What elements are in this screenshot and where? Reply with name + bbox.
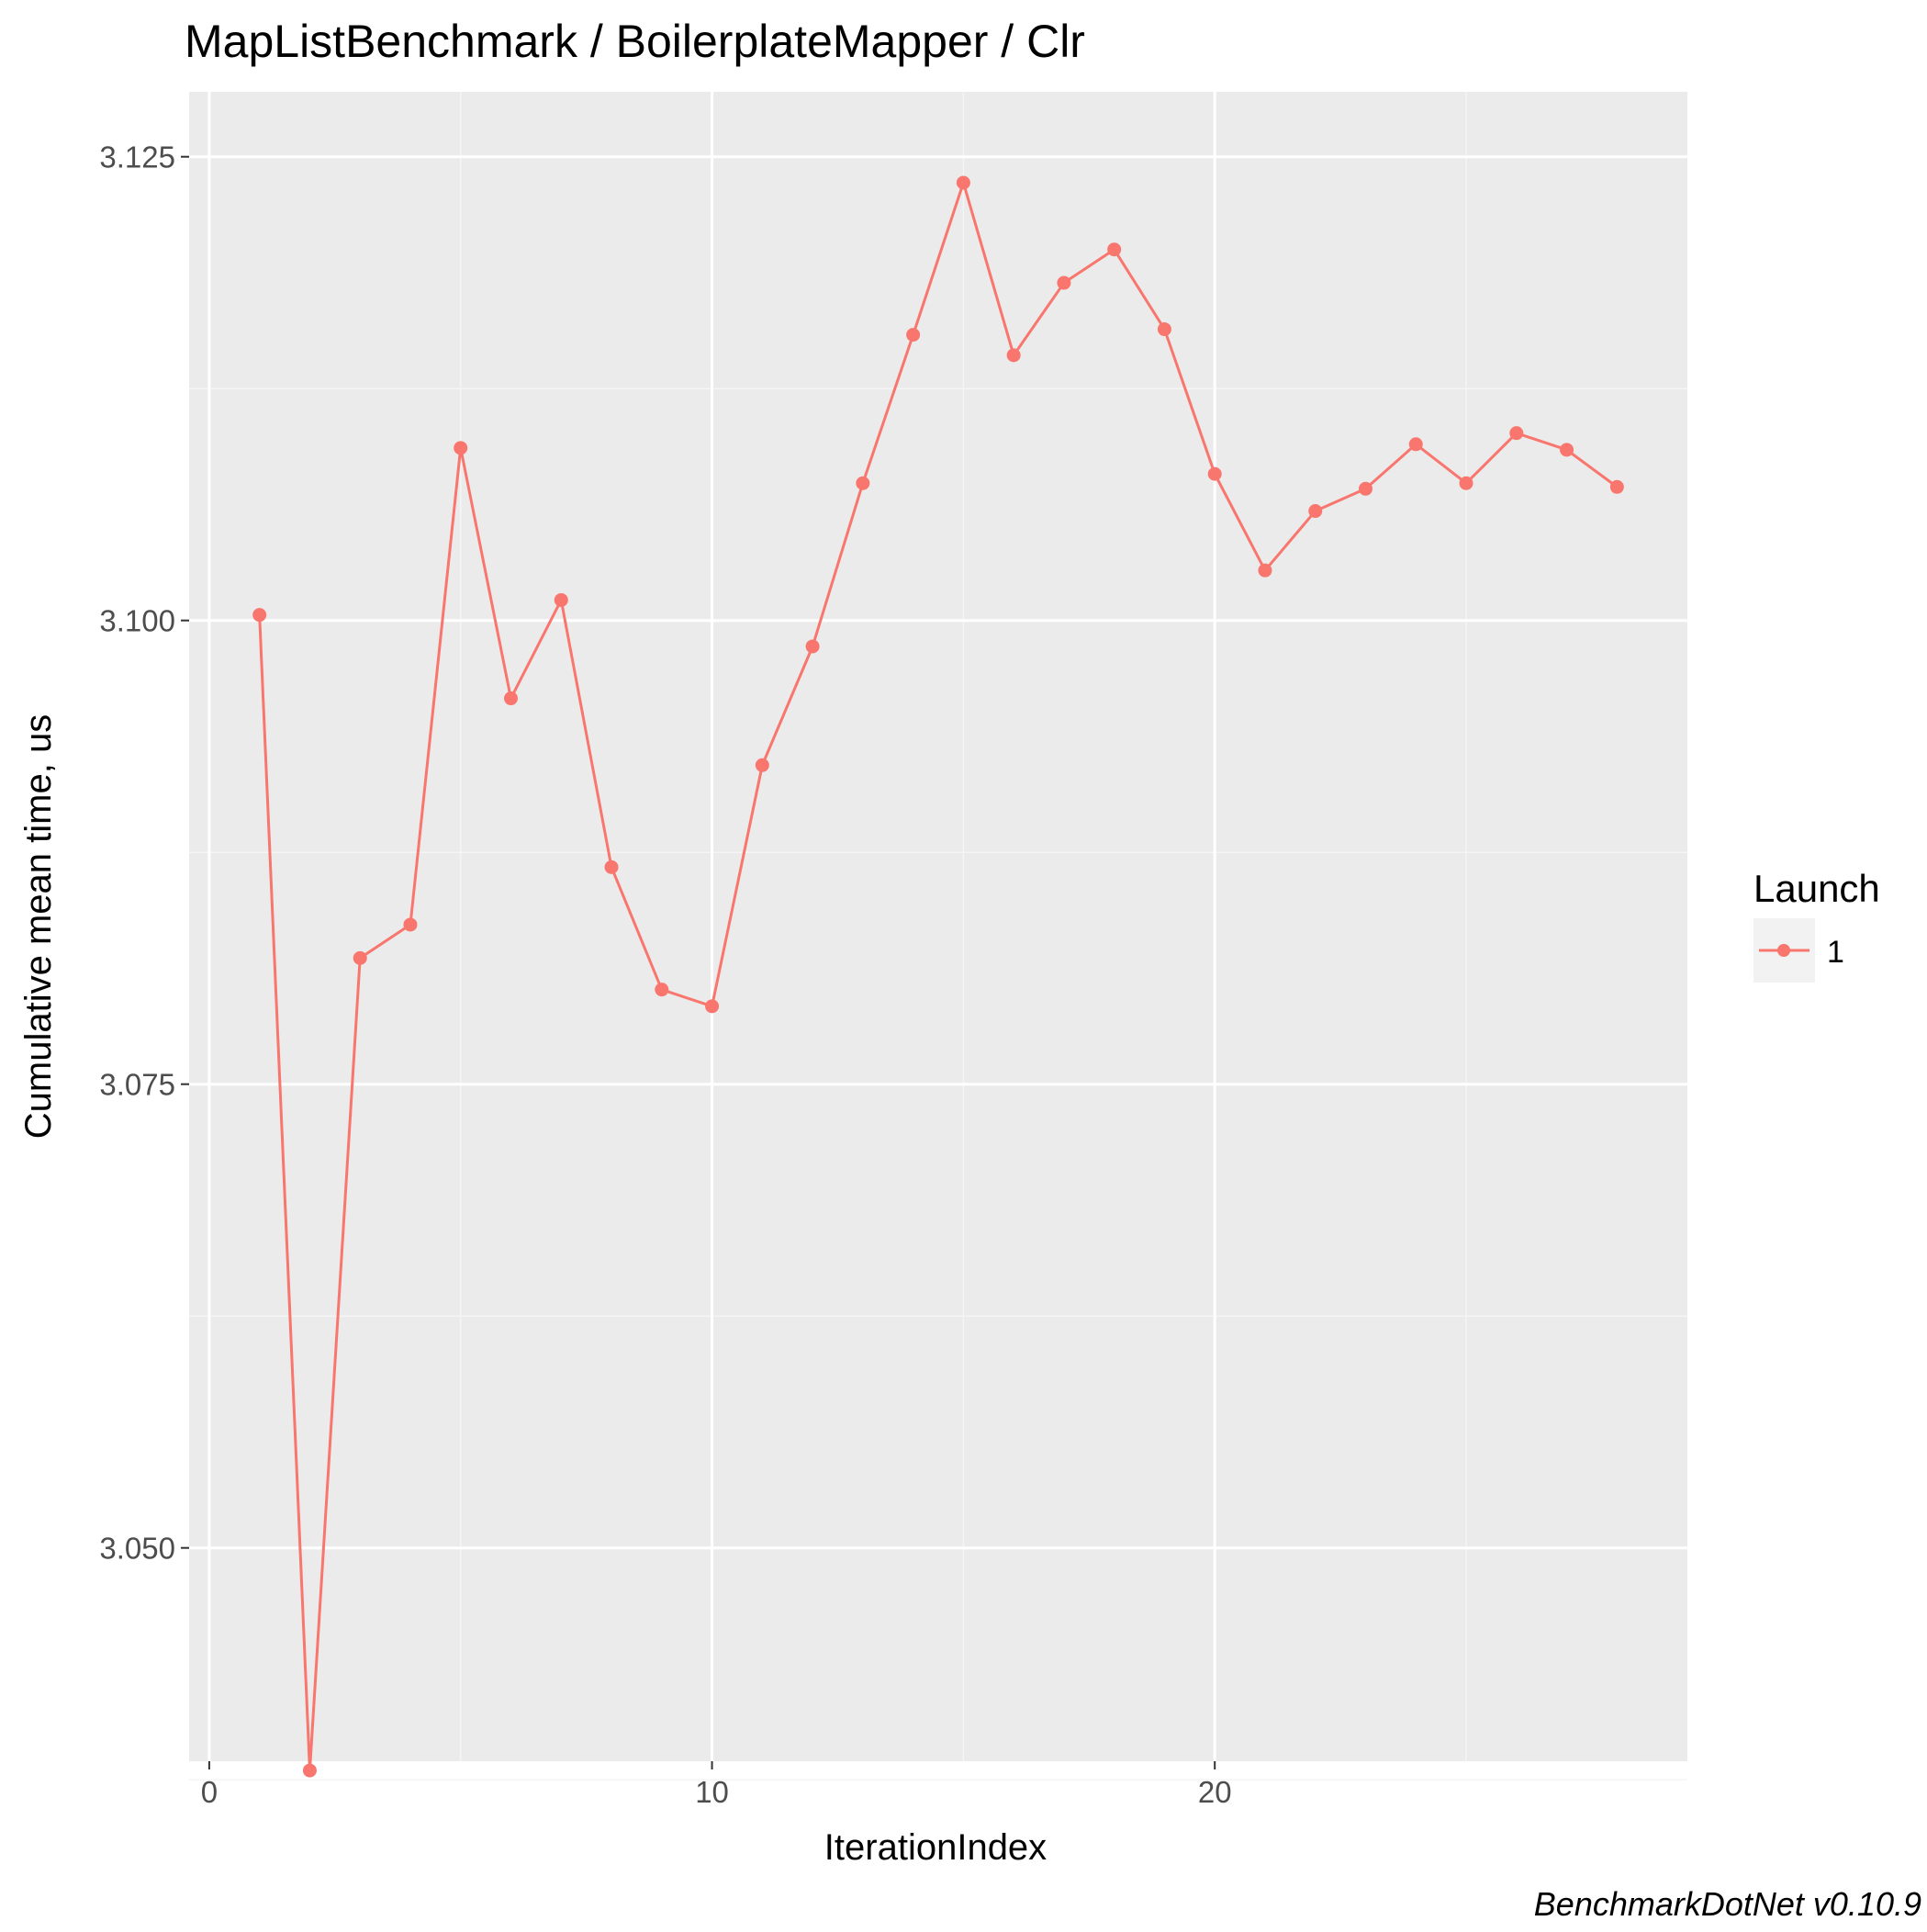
data-point [906, 328, 921, 343]
data-point [1408, 437, 1423, 452]
chart-title: MapListBenchmark / BoilerplateMapper / C… [185, 16, 1085, 67]
data-point [755, 758, 769, 772]
plot-panel [189, 92, 1687, 1761]
data-point [856, 476, 870, 490]
series-layer [252, 175, 1624, 1778]
data-point [1207, 466, 1222, 481]
data-point [705, 999, 720, 1014]
data-point [454, 441, 468, 455]
data-point [403, 917, 418, 932]
x-tick-label: 20 [1198, 1775, 1232, 1809]
legend-entry-label: 1 [1827, 935, 1844, 970]
x-tick-label: 0 [201, 1775, 218, 1809]
major-gridlines [189, 92, 1687, 1761]
legend-key-point [1777, 944, 1790, 957]
caption: BenchmarkDotNet v0.10.9 [1534, 1885, 1921, 1923]
data-point [1459, 476, 1473, 490]
data-point [503, 691, 518, 706]
y-tick-label: 3.050 [99, 1532, 175, 1566]
minor-gridlines [189, 92, 1687, 1780]
data-point [1308, 504, 1323, 519]
data-point [1006, 348, 1021, 363]
data-point [1560, 443, 1574, 457]
y-axis-title: Cumulative mean time, us [18, 714, 59, 1139]
series-line [258, 181, 1619, 1772]
data-point [956, 175, 970, 190]
x-tick-label: 10 [695, 1775, 729, 1809]
data-point [604, 859, 619, 874]
data-point [1359, 481, 1373, 496]
legend-title: Launch [1753, 867, 1880, 910]
y-tick-label: 3.075 [99, 1068, 175, 1102]
data-point [1258, 563, 1272, 578]
data-point [353, 950, 367, 965]
y-tick-label: 3.100 [99, 604, 175, 638]
data-point [655, 983, 669, 997]
data-point [1157, 322, 1171, 337]
legend: Launch 1 [1753, 867, 1880, 983]
x-axis-title: IterationIndex [824, 1827, 1047, 1868]
data-point [302, 1763, 317, 1778]
data-point [1107, 242, 1122, 257]
data-point [1609, 479, 1624, 494]
data-point [554, 592, 568, 607]
data-point [1057, 275, 1071, 290]
axis-ticks [181, 155, 1216, 1769]
data-point [1509, 426, 1524, 441]
data-point [805, 639, 820, 654]
data-point [252, 608, 267, 623]
y-tick-label: 3.125 [99, 140, 175, 174]
tick-labels: 0 10 20 3.050 3.075 3.100 3.125 [99, 140, 1231, 1809]
